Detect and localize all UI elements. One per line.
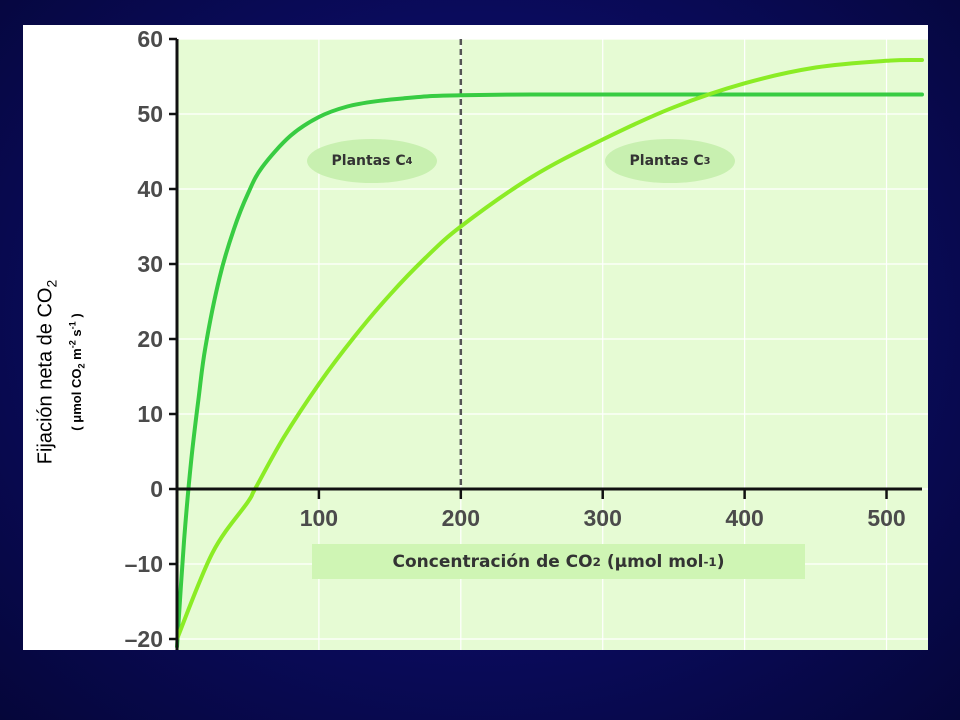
x-tick-label: 200 — [442, 505, 480, 531]
y-tick-label: 20 — [137, 326, 163, 352]
x-axis-unit-close: ) — [716, 551, 725, 572]
y-unit-open: ( — [68, 426, 84, 431]
x-axis-unit-sup: -1 — [703, 554, 717, 569]
y-axis-title-subscript: 2 — [43, 279, 60, 288]
y-axis-label-box — [30, 200, 94, 545]
y-unit-s-sup: -1 — [67, 321, 78, 330]
x-tick-label: 100 — [300, 505, 338, 531]
y-unit-m-sup: -2 — [67, 340, 78, 349]
c3-label-subscript: 3 — [703, 155, 711, 167]
c4-label-text: Plantas C — [331, 153, 406, 169]
x-axis-unit: (μmol mol — [606, 551, 704, 572]
x-tick-label: 300 — [584, 505, 622, 531]
y-unit-mu: μ — [68, 414, 84, 423]
y-tick-label: –10 — [125, 551, 163, 577]
y-unit-close: ) — [68, 313, 84, 318]
c4-label-subscript: 4 — [405, 155, 413, 167]
x-axis-label: Concentración de CO 2 (μmol mol -1) — [312, 544, 805, 579]
y-tick-label: 40 — [137, 176, 163, 202]
y-tick-label: 50 — [137, 101, 163, 127]
y-unit-m: m — [68, 348, 84, 360]
chart-panel: 60 50 40 30 20 10 0 –10 –20 100 200 300 400 500 — [23, 25, 928, 650]
x-axis-title-text: Concentración de CO — [392, 551, 593, 572]
c4-series-line — [175, 92, 924, 649]
x-axis-title-subscript: 2 — [592, 554, 601, 569]
y-axis-title: Fijación neta de CO2 — [35, 200, 63, 545]
y-unit-s: s — [68, 329, 84, 337]
y-unit-mol: mol CO — [68, 368, 84, 415]
c3-series-line — [175, 57, 924, 641]
axes — [169, 37, 922, 650]
x-tick-label: 400 — [725, 505, 763, 531]
y-tick-label: 0 — [150, 476, 163, 502]
series-layer — [175, 57, 924, 649]
y-unit-co2-sub: 2 — [76, 363, 87, 369]
c3-label-text: Plantas C — [629, 153, 704, 169]
y-tick-label: 60 — [137, 26, 163, 52]
y-tick-label: 30 — [137, 251, 163, 277]
y-axis-unit: ( μmol CO2 m-2 s-1 ) — [65, 200, 90, 545]
x-tick-label: 500 — [867, 505, 905, 531]
y-tick-label: –20 — [125, 626, 163, 650]
y-axis-title-text: Fijación neta de CO — [34, 287, 57, 465]
y-tick-label: 10 — [137, 401, 163, 427]
y-axis-label: Fijación neta de CO2 ( μmol CO2 m-2 s-1 … — [35, 200, 90, 545]
